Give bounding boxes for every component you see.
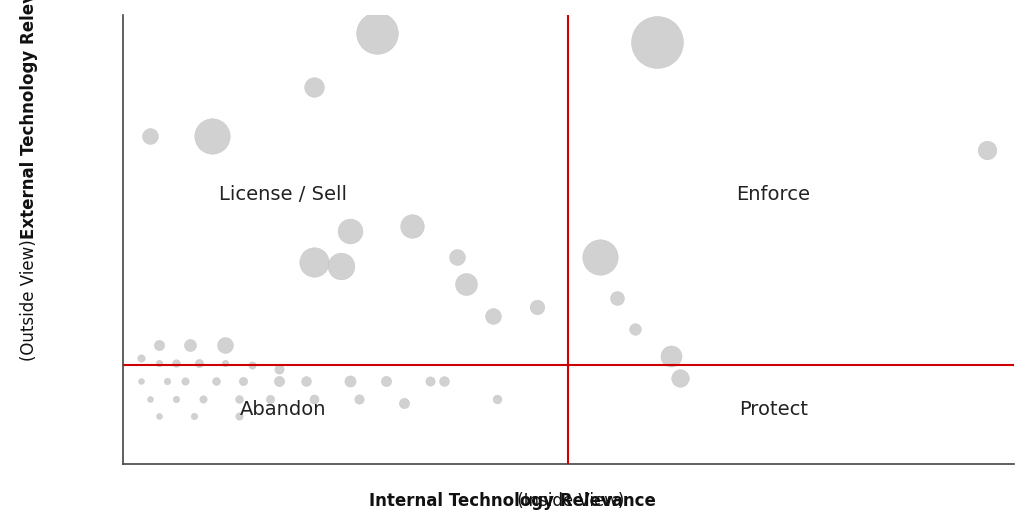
Point (369, 29, 385, 38)
Point (435, 376, 452, 385)
Point (217, 340, 233, 349)
Point (168, 358, 184, 367)
Point (306, 83, 323, 91)
Point (151, 340, 167, 349)
Point (484, 312, 501, 320)
Point (262, 394, 279, 403)
Point (297, 376, 313, 385)
Point (132, 376, 148, 385)
Point (234, 376, 251, 385)
Point (181, 340, 198, 349)
Point (132, 354, 148, 363)
Point (141, 394, 158, 403)
Text: (Outside View): (Outside View) (20, 239, 38, 361)
Point (168, 394, 184, 403)
Point (422, 376, 438, 385)
Point (351, 394, 368, 403)
Point (649, 38, 666, 46)
Point (404, 222, 421, 230)
Text: Protect: Protect (738, 400, 808, 419)
Point (378, 376, 394, 385)
Point (609, 294, 626, 302)
Point (151, 358, 167, 367)
Point (342, 376, 358, 385)
Text: Enforce: Enforce (736, 185, 810, 204)
Point (177, 376, 194, 385)
Point (186, 413, 203, 421)
Text: Internal Technology Relevance: Internal Technology Relevance (369, 492, 655, 510)
Point (217, 358, 233, 367)
Point (672, 374, 688, 383)
Point (449, 253, 465, 262)
Point (270, 365, 287, 373)
Point (663, 352, 679, 360)
Point (488, 394, 505, 403)
Point (190, 358, 207, 367)
Point (529, 303, 546, 311)
Point (230, 394, 247, 403)
Point (160, 376, 176, 385)
Point (627, 325, 643, 333)
Text: License / Sell: License / Sell (219, 185, 347, 204)
Point (270, 376, 287, 385)
Point (395, 399, 412, 407)
Point (244, 361, 260, 369)
Point (195, 394, 211, 403)
Text: Abandon: Abandon (240, 400, 327, 419)
Point (306, 394, 323, 403)
Text: External Technology Relevance: External Technology Relevance (20, 0, 38, 239)
Point (591, 253, 607, 262)
Point (333, 262, 349, 270)
Point (979, 146, 995, 154)
Point (458, 280, 474, 288)
Point (141, 132, 158, 141)
Point (342, 227, 358, 235)
Point (306, 258, 323, 266)
Point (208, 376, 224, 385)
Point (151, 413, 167, 421)
Text: (Inside View): (Inside View) (512, 492, 625, 510)
Point (230, 413, 247, 421)
Point (204, 132, 220, 141)
